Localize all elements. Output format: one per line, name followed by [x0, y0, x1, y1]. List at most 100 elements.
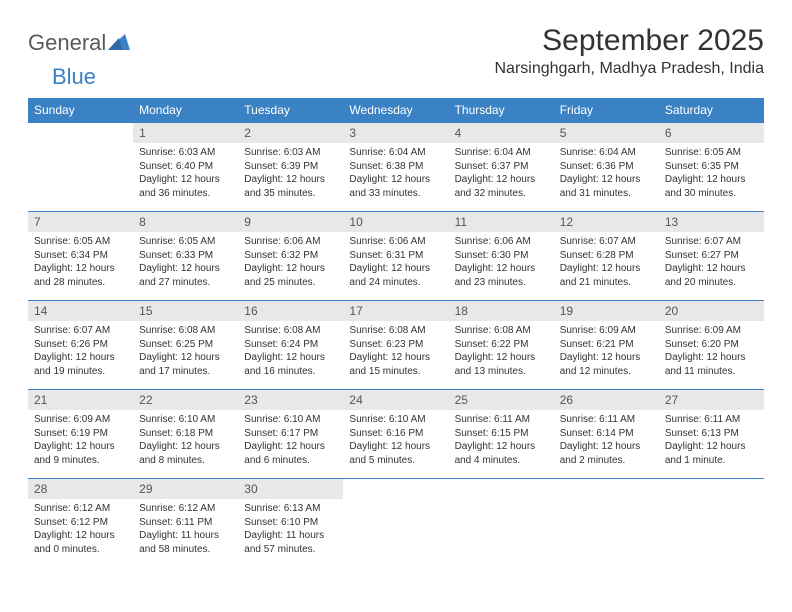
day-details: Sunrise: 6:06 AMSunset: 6:31 PMDaylight:… [343, 232, 448, 293]
calendar-cell: 10Sunrise: 6:06 AMSunset: 6:31 PMDayligh… [343, 212, 448, 301]
calendar-cell: 1Sunrise: 6:03 AMSunset: 6:40 PMDaylight… [133, 123, 238, 212]
calendar-cell: 17Sunrise: 6:08 AMSunset: 6:23 PMDayligh… [343, 301, 448, 390]
day-details: Sunrise: 6:10 AMSunset: 6:17 PMDaylight:… [238, 410, 343, 471]
day-details: Sunrise: 6:12 AMSunset: 6:12 PMDaylight:… [28, 499, 133, 560]
day-header: Wednesday [343, 98, 448, 123]
day-details: Sunrise: 6:12 AMSunset: 6:11 PMDaylight:… [133, 499, 238, 560]
calendar-row: 21Sunrise: 6:09 AMSunset: 6:19 PMDayligh… [28, 390, 764, 479]
day-number: 30 [238, 479, 343, 499]
calendar-cell: 18Sunrise: 6:08 AMSunset: 6:22 PMDayligh… [449, 301, 554, 390]
calendar-row: 28Sunrise: 6:12 AMSunset: 6:12 PMDayligh… [28, 479, 764, 568]
day-number: 18 [449, 301, 554, 321]
day-number: 19 [554, 301, 659, 321]
day-number: 21 [28, 390, 133, 410]
day-details: Sunrise: 6:07 AMSunset: 6:26 PMDaylight:… [28, 321, 133, 382]
calendar-cell: 27Sunrise: 6:11 AMSunset: 6:13 PMDayligh… [659, 390, 764, 479]
calendar-cell: 12Sunrise: 6:07 AMSunset: 6:28 PMDayligh… [554, 212, 659, 301]
day-details: Sunrise: 6:05 AMSunset: 6:35 PMDaylight:… [659, 143, 764, 204]
day-header: Friday [554, 98, 659, 123]
day-details: Sunrise: 6:05 AMSunset: 6:34 PMDaylight:… [28, 232, 133, 293]
calendar-row: 1Sunrise: 6:03 AMSunset: 6:40 PMDaylight… [28, 123, 764, 212]
day-details: Sunrise: 6:09 AMSunset: 6:19 PMDaylight:… [28, 410, 133, 471]
calendar-cell: 28Sunrise: 6:12 AMSunset: 6:12 PMDayligh… [28, 479, 133, 568]
day-number: 6 [659, 123, 764, 143]
day-details: Sunrise: 6:03 AMSunset: 6:39 PMDaylight:… [238, 143, 343, 204]
day-details: Sunrise: 6:04 AMSunset: 6:38 PMDaylight:… [343, 143, 448, 204]
logo-triangle-icon [108, 32, 130, 55]
calendar-header-row: SundayMondayTuesdayWednesdayThursdayFrid… [28, 98, 764, 123]
day-details: Sunrise: 6:08 AMSunset: 6:25 PMDaylight:… [133, 321, 238, 382]
logo-text-general: General [28, 30, 106, 56]
day-number: 1 [133, 123, 238, 143]
day-number: 24 [343, 390, 448, 410]
day-header: Sunday [28, 98, 133, 123]
calendar-cell: 25Sunrise: 6:11 AMSunset: 6:15 PMDayligh… [449, 390, 554, 479]
day-details: Sunrise: 6:08 AMSunset: 6:24 PMDaylight:… [238, 321, 343, 382]
calendar-cell: 7Sunrise: 6:05 AMSunset: 6:34 PMDaylight… [28, 212, 133, 301]
day-number: 29 [133, 479, 238, 499]
day-number: 3 [343, 123, 448, 143]
day-number: 16 [238, 301, 343, 321]
calendar-cell: 30Sunrise: 6:13 AMSunset: 6:10 PMDayligh… [238, 479, 343, 568]
day-number: 27 [659, 390, 764, 410]
day-details: Sunrise: 6:08 AMSunset: 6:23 PMDaylight:… [343, 321, 448, 382]
calendar-cell: 19Sunrise: 6:09 AMSunset: 6:21 PMDayligh… [554, 301, 659, 390]
day-header: Monday [133, 98, 238, 123]
calendar-cell: 14Sunrise: 6:07 AMSunset: 6:26 PMDayligh… [28, 301, 133, 390]
day-number: 11 [449, 212, 554, 232]
day-number: 10 [343, 212, 448, 232]
day-details: Sunrise: 6:10 AMSunset: 6:16 PMDaylight:… [343, 410, 448, 471]
calendar-cell: 5Sunrise: 6:04 AMSunset: 6:36 PMDaylight… [554, 123, 659, 212]
day-number: 15 [133, 301, 238, 321]
page-title: September 2025 [495, 24, 765, 58]
calendar-cell: 16Sunrise: 6:08 AMSunset: 6:24 PMDayligh… [238, 301, 343, 390]
day-details: Sunrise: 6:07 AMSunset: 6:27 PMDaylight:… [659, 232, 764, 293]
calendar-cell: 26Sunrise: 6:11 AMSunset: 6:14 PMDayligh… [554, 390, 659, 479]
calendar-row: 7Sunrise: 6:05 AMSunset: 6:34 PMDaylight… [28, 212, 764, 301]
day-number: 25 [449, 390, 554, 410]
day-details: Sunrise: 6:05 AMSunset: 6:33 PMDaylight:… [133, 232, 238, 293]
day-number: 23 [238, 390, 343, 410]
calendar-cell: 2Sunrise: 6:03 AMSunset: 6:39 PMDaylight… [238, 123, 343, 212]
day-details: Sunrise: 6:09 AMSunset: 6:21 PMDaylight:… [554, 321, 659, 382]
calendar-cell: 24Sunrise: 6:10 AMSunset: 6:16 PMDayligh… [343, 390, 448, 479]
day-number: 2 [238, 123, 343, 143]
page: General September 2025 Narsinghgarh, Mad… [0, 0, 792, 591]
calendar-cell: 11Sunrise: 6:06 AMSunset: 6:30 PMDayligh… [449, 212, 554, 301]
day-number: 5 [554, 123, 659, 143]
day-details: Sunrise: 6:07 AMSunset: 6:28 PMDaylight:… [554, 232, 659, 293]
day-number: 28 [28, 479, 133, 499]
day-header: Thursday [449, 98, 554, 123]
calendar-row: 14Sunrise: 6:07 AMSunset: 6:26 PMDayligh… [28, 301, 764, 390]
calendar-body: 1Sunrise: 6:03 AMSunset: 6:40 PMDaylight… [28, 123, 764, 568]
day-details: Sunrise: 6:09 AMSunset: 6:20 PMDaylight:… [659, 321, 764, 382]
calendar-cell: 9Sunrise: 6:06 AMSunset: 6:32 PMDaylight… [238, 212, 343, 301]
calendar-cell [28, 123, 133, 212]
day-details: Sunrise: 6:06 AMSunset: 6:32 PMDaylight:… [238, 232, 343, 293]
calendar-cell: 22Sunrise: 6:10 AMSunset: 6:18 PMDayligh… [133, 390, 238, 479]
day-details: Sunrise: 6:04 AMSunset: 6:37 PMDaylight:… [449, 143, 554, 204]
day-number: 17 [343, 301, 448, 321]
day-details: Sunrise: 6:04 AMSunset: 6:36 PMDaylight:… [554, 143, 659, 204]
day-number: 26 [554, 390, 659, 410]
day-details: Sunrise: 6:08 AMSunset: 6:22 PMDaylight:… [449, 321, 554, 382]
calendar-cell [449, 479, 554, 568]
day-details: Sunrise: 6:11 AMSunset: 6:14 PMDaylight:… [554, 410, 659, 471]
logo: General [28, 24, 132, 56]
calendar-cell: 13Sunrise: 6:07 AMSunset: 6:27 PMDayligh… [659, 212, 764, 301]
calendar-table: SundayMondayTuesdayWednesdayThursdayFrid… [28, 98, 764, 567]
calendar-cell [659, 479, 764, 568]
calendar-cell: 23Sunrise: 6:10 AMSunset: 6:17 PMDayligh… [238, 390, 343, 479]
day-number: 8 [133, 212, 238, 232]
calendar-cell [343, 479, 448, 568]
day-number: 12 [554, 212, 659, 232]
calendar-cell: 6Sunrise: 6:05 AMSunset: 6:35 PMDaylight… [659, 123, 764, 212]
day-details: Sunrise: 6:11 AMSunset: 6:15 PMDaylight:… [449, 410, 554, 471]
day-details: Sunrise: 6:06 AMSunset: 6:30 PMDaylight:… [449, 232, 554, 293]
day-number: 4 [449, 123, 554, 143]
calendar-cell: 21Sunrise: 6:09 AMSunset: 6:19 PMDayligh… [28, 390, 133, 479]
day-details: Sunrise: 6:03 AMSunset: 6:40 PMDaylight:… [133, 143, 238, 204]
day-number: 14 [28, 301, 133, 321]
day-header: Saturday [659, 98, 764, 123]
calendar-cell: 8Sunrise: 6:05 AMSunset: 6:33 PMDaylight… [133, 212, 238, 301]
